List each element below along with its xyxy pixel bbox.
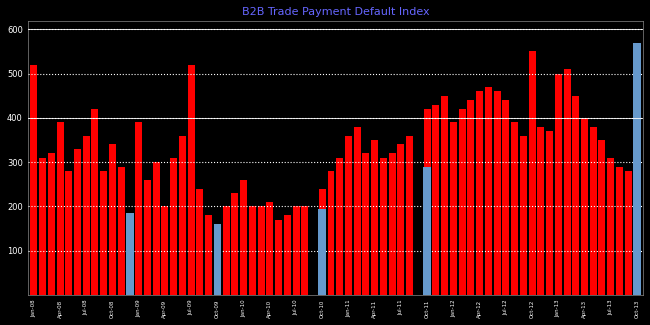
Bar bbox=[538, 127, 544, 295]
Bar bbox=[590, 127, 597, 295]
Bar bbox=[572, 96, 579, 295]
Bar bbox=[318, 209, 326, 295]
Bar bbox=[441, 96, 448, 295]
Bar bbox=[205, 215, 212, 295]
Bar bbox=[564, 69, 571, 295]
Bar bbox=[161, 206, 168, 295]
Bar bbox=[502, 100, 510, 295]
Bar bbox=[546, 131, 553, 295]
Bar bbox=[48, 153, 55, 295]
Bar bbox=[415, 127, 422, 295]
Bar bbox=[109, 144, 116, 295]
Bar bbox=[249, 206, 256, 295]
Bar bbox=[92, 109, 99, 295]
Bar bbox=[380, 158, 387, 295]
Bar bbox=[179, 136, 186, 295]
Bar bbox=[310, 202, 317, 295]
Bar bbox=[424, 109, 431, 295]
Bar bbox=[135, 122, 142, 295]
Bar bbox=[599, 140, 605, 295]
Bar bbox=[196, 188, 203, 295]
Bar bbox=[153, 162, 160, 295]
Bar bbox=[625, 171, 632, 295]
Bar bbox=[222, 206, 229, 295]
Bar bbox=[581, 118, 588, 295]
Bar bbox=[354, 127, 361, 295]
Bar bbox=[450, 122, 457, 295]
Bar bbox=[127, 158, 133, 295]
Bar bbox=[476, 91, 483, 295]
Bar bbox=[83, 136, 90, 295]
Bar bbox=[520, 136, 526, 295]
Bar bbox=[118, 166, 125, 295]
Bar bbox=[275, 220, 282, 295]
Bar bbox=[528, 51, 536, 295]
Bar bbox=[363, 153, 369, 295]
Bar bbox=[284, 215, 291, 295]
Bar bbox=[266, 202, 273, 295]
Bar bbox=[170, 158, 177, 295]
Bar bbox=[432, 105, 439, 295]
Bar bbox=[467, 100, 474, 295]
Bar bbox=[554, 73, 562, 295]
Bar bbox=[336, 158, 343, 295]
Title: B2B Trade Payment Default Index: B2B Trade Payment Default Index bbox=[242, 7, 429, 17]
Bar bbox=[328, 171, 335, 295]
Bar bbox=[633, 43, 641, 295]
Bar bbox=[485, 87, 492, 295]
Bar bbox=[126, 213, 134, 295]
Bar bbox=[423, 166, 431, 295]
Bar bbox=[31, 65, 37, 295]
Bar bbox=[231, 193, 239, 295]
Bar bbox=[406, 136, 413, 295]
Bar bbox=[459, 109, 465, 295]
Bar bbox=[65, 171, 72, 295]
Bar bbox=[188, 65, 194, 295]
Bar bbox=[371, 140, 378, 295]
Bar bbox=[345, 136, 352, 295]
Bar bbox=[634, 43, 640, 295]
Bar bbox=[607, 158, 614, 295]
Bar bbox=[39, 158, 46, 295]
Bar bbox=[240, 180, 247, 295]
Bar bbox=[214, 224, 221, 295]
Bar bbox=[302, 206, 308, 295]
Bar bbox=[616, 166, 623, 295]
Bar bbox=[397, 144, 404, 295]
Bar bbox=[57, 122, 64, 295]
Bar bbox=[74, 149, 81, 295]
Bar bbox=[292, 206, 300, 295]
Bar bbox=[100, 171, 107, 295]
Bar bbox=[389, 153, 396, 295]
Bar bbox=[144, 180, 151, 295]
Bar bbox=[511, 122, 518, 295]
Bar bbox=[318, 188, 326, 295]
Bar bbox=[213, 224, 221, 295]
Bar bbox=[257, 206, 265, 295]
Bar bbox=[493, 91, 501, 295]
